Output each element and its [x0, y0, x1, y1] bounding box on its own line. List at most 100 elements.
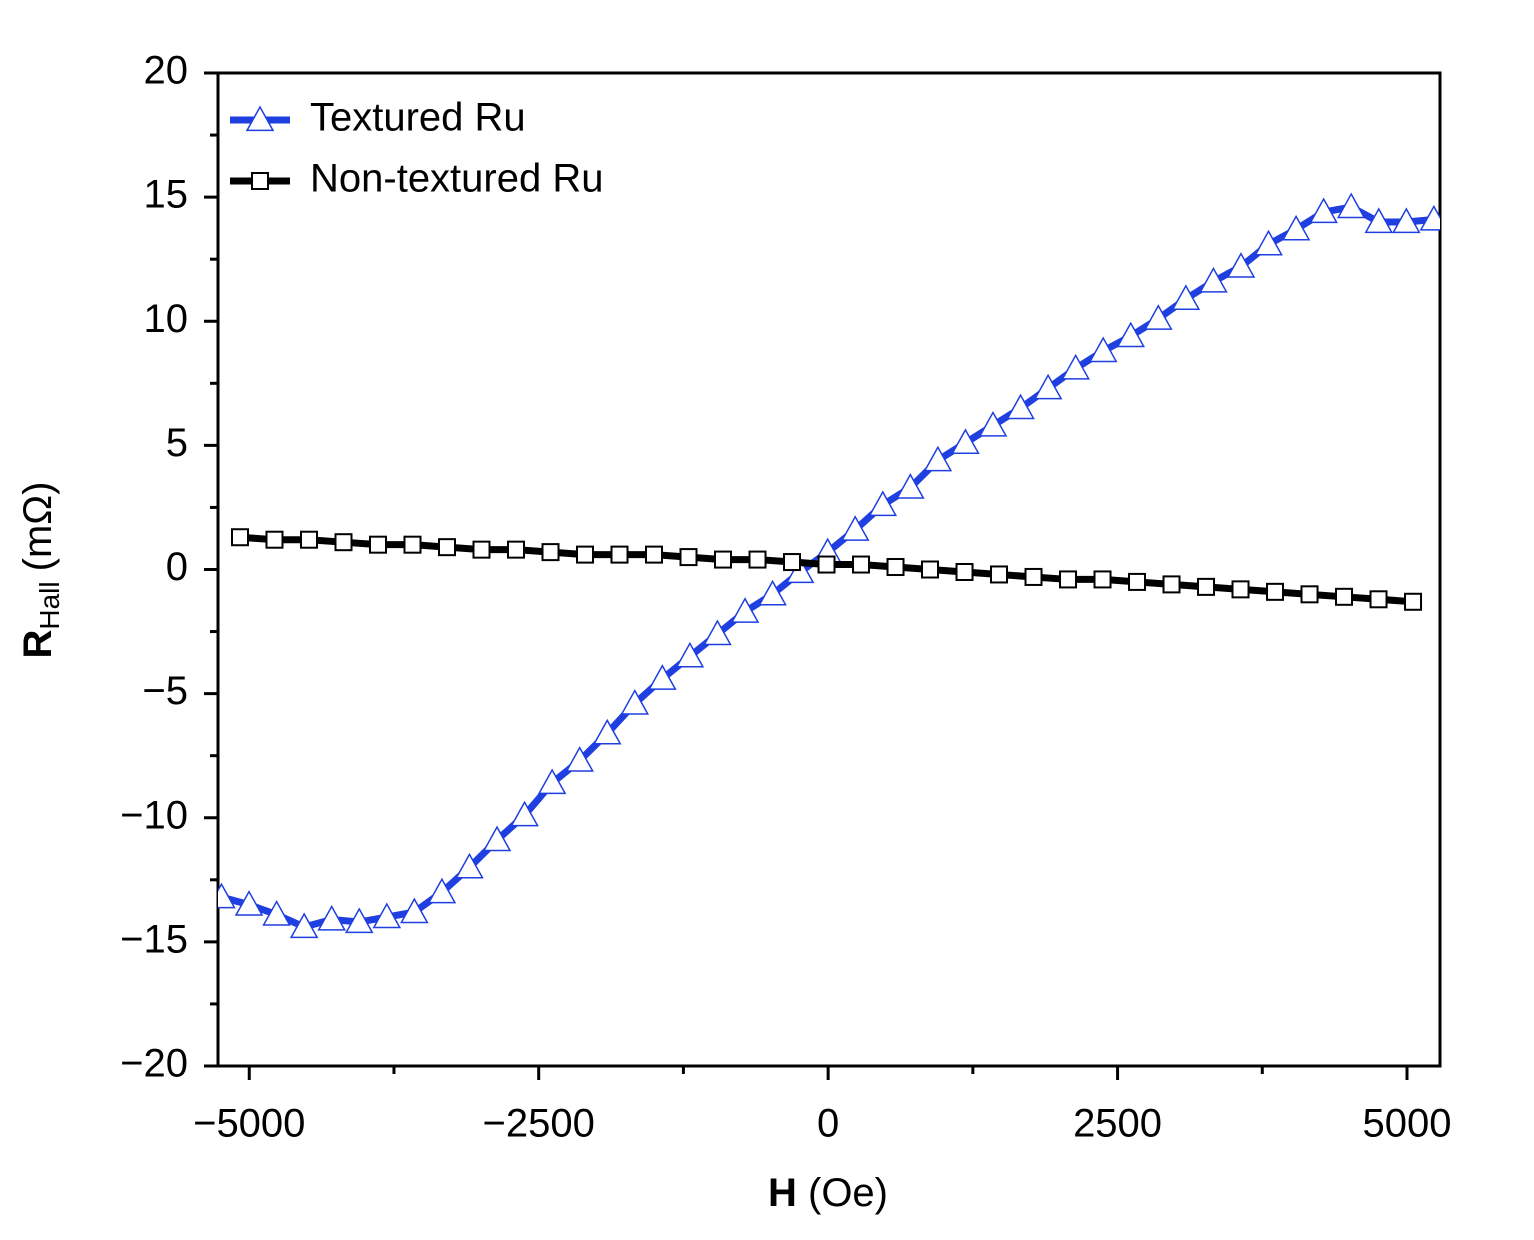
square-marker: [679, 548, 698, 567]
square-marker: [1024, 567, 1043, 586]
square-marker: [265, 530, 284, 549]
square-marker: [714, 550, 733, 569]
triangle-marker: [620, 689, 650, 715]
triangle-marker: [1226, 252, 1256, 278]
y-label-symbol: R: [16, 630, 60, 659]
y-tick-label: −10: [120, 793, 188, 837]
square-marker: [1404, 592, 1423, 611]
plot-area: [218, 192, 1440, 939]
triangle-marker: [245, 105, 275, 132]
triangle-marker: [372, 902, 402, 929]
square-marker: [748, 550, 767, 569]
square-marker: [852, 555, 871, 574]
triangle-marker: [1254, 229, 1283, 256]
square-marker: [783, 553, 802, 572]
triangle-marker: [1364, 207, 1394, 234]
triangle-marker: [951, 428, 980, 455]
square-marker: [472, 540, 491, 559]
triangle-marker: [896, 473, 925, 499]
square-marker: [990, 565, 1009, 584]
x-tick-label: −2500: [483, 1102, 595, 1146]
square-marker: [1231, 580, 1250, 599]
triangle-marker: [234, 890, 264, 916]
triangle-marker: [758, 579, 787, 606]
triangle-marker: [262, 900, 291, 926]
square-marker: [817, 555, 836, 574]
square-marker: [1162, 575, 1181, 594]
triangle-marker: [675, 641, 705, 668]
square-marker: [403, 535, 422, 554]
y-tick-label: −15: [120, 917, 188, 961]
triangle-marker: [400, 897, 429, 924]
triangle-marker: [482, 825, 512, 852]
triangle-marker: [840, 515, 870, 541]
triangle-marker: [218, 882, 236, 909]
y-label-unit: (mΩ): [16, 482, 60, 572]
triangle-marker: [344, 907, 374, 934]
y-tick-label: −20: [120, 1042, 188, 1086]
x-tick-label: −5000: [193, 1102, 305, 1146]
triangle-marker: [1171, 284, 1201, 311]
y-axis-label: RHall (mΩ): [16, 482, 66, 659]
triangle-marker: [427, 877, 457, 904]
triangle-marker: [923, 445, 953, 472]
y-tick-label: −5: [142, 669, 188, 713]
y-tick-label: 0: [166, 545, 188, 589]
triangle-marker: [703, 619, 732, 646]
square-marker: [645, 545, 664, 564]
triangle-marker: [730, 597, 760, 623]
y-tick-label: 10: [144, 297, 189, 341]
square-marker: [610, 545, 629, 564]
triangle-marker: [1088, 336, 1118, 363]
square-marker: [921, 560, 940, 579]
square-marker: [369, 535, 388, 554]
square-marker: [541, 543, 560, 562]
x-label-symbol: H: [768, 1171, 797, 1215]
square-marker: [1093, 570, 1112, 589]
square-marker: [1059, 570, 1078, 589]
y-label-subscript: Hall: [34, 581, 65, 629]
square-marker: [438, 538, 457, 557]
square-marker: [1335, 587, 1354, 606]
triangle-marker: [1336, 192, 1366, 219]
square-marker: [1369, 590, 1388, 609]
triangle-marker: [289, 912, 319, 939]
triangle-marker: [510, 800, 539, 827]
triangle-marker: [592, 718, 622, 745]
triangle-marker: [537, 768, 567, 795]
triangle-marker: [1281, 214, 1311, 241]
x-tick-label: 5000: [1363, 1102, 1452, 1146]
triangle-marker: [868, 490, 898, 517]
y-tick-label: 15: [144, 173, 189, 217]
legend-label: Non-textured Ru: [310, 157, 603, 201]
square-marker: [886, 558, 905, 577]
square-marker: [251, 172, 269, 190]
square-marker: [1197, 577, 1216, 596]
triangle-marker: [1199, 266, 1228, 293]
x-tick-label: 0: [817, 1102, 839, 1146]
triangle-marker: [1006, 393, 1035, 420]
triangle-marker: [1419, 204, 1440, 231]
triangle-marker: [1144, 304, 1173, 330]
triangle-marker: [1061, 353, 1090, 380]
triangle-marker: [1392, 207, 1421, 234]
triangle-marker: [648, 664, 677, 690]
triangle-marker: [1033, 373, 1063, 400]
x-tick-label: 2500: [1073, 1102, 1162, 1146]
y-tick-label: 5: [166, 421, 188, 465]
triangle-marker: [317, 904, 346, 931]
square-marker: [230, 528, 249, 547]
x-label-unit: (Oe): [808, 1171, 888, 1215]
triangle-marker: [455, 852, 484, 879]
legend-label: Textured Ru: [310, 96, 526, 140]
square-marker: [576, 545, 595, 564]
plot-frame: [216, 71, 1442, 1068]
square-marker: [1128, 572, 1147, 591]
x-axis-label: H (Oe): [768, 1171, 888, 1215]
square-marker: [507, 540, 526, 559]
square-marker: [1266, 582, 1285, 601]
triangle-marker: [1116, 321, 1146, 348]
triangle-marker: [978, 410, 1008, 437]
